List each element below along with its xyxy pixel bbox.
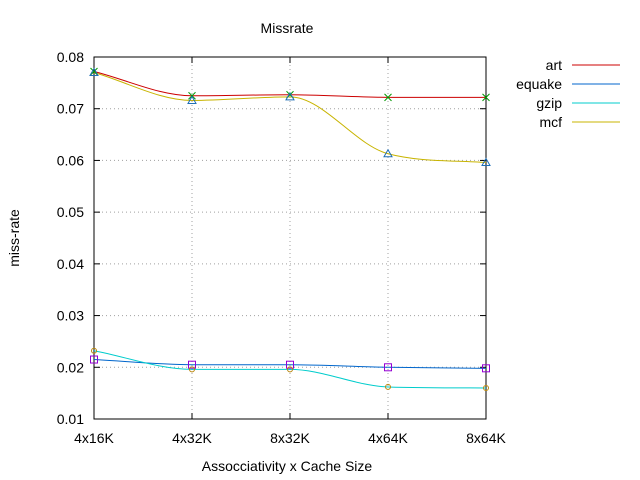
- data-point: [187, 95, 197, 104]
- data-point: [188, 360, 196, 369]
- x-tick-label: 4x32K: [172, 430, 212, 446]
- data-point: [91, 347, 97, 354]
- y-tick-label: 0.02: [57, 359, 84, 375]
- y-axis-label: miss-rate: [6, 209, 22, 267]
- legend-label-equake: equake: [516, 76, 562, 92]
- series-line-mcf: [93, 72, 487, 163]
- data-point: [385, 383, 391, 390]
- y-axis-ticks: 0.01 0.02 0.03 0.04 0.05 0.06 0.07 0.08: [57, 49, 486, 427]
- data-point: [287, 366, 293, 373]
- legend: art equake gzip mcf: [516, 57, 620, 130]
- x-tick-label: 8x64K: [466, 430, 506, 446]
- legend-label-art: art: [546, 57, 562, 73]
- data-point: [89, 67, 99, 77]
- data-point: [286, 360, 294, 369]
- data-point: [189, 366, 195, 373]
- chart-title: Missrate: [261, 20, 314, 36]
- y-tick-label: 0.03: [57, 308, 84, 324]
- series-line-gzip: [93, 350, 487, 389]
- y-tick-label: 0.05: [57, 204, 84, 220]
- data-point: [482, 93, 490, 102]
- x-axis-label: Assocciativity x Cache Size: [202, 458, 373, 474]
- y-tick-label: 0.04: [57, 256, 84, 272]
- x-tick-label: 4x16K: [74, 430, 114, 446]
- y-tick-label: 0.07: [57, 101, 84, 117]
- data-point: [384, 93, 392, 102]
- series-group: [89, 67, 491, 391]
- x-tick-label: 8x32K: [270, 430, 310, 446]
- data-point: [285, 91, 295, 101]
- data-point: [384, 363, 392, 372]
- data-point: [482, 364, 490, 373]
- series-line-equake: [93, 359, 487, 369]
- legend-label-mcf: mcf: [539, 114, 562, 130]
- data-point: [483, 384, 489, 391]
- data-point: [90, 67, 98, 76]
- data-point: [481, 157, 491, 166]
- data-point: [90, 355, 98, 364]
- legend-label-gzip: gzip: [536, 95, 562, 111]
- series-markers-art: [90, 67, 490, 102]
- series-markers-mcf: [89, 67, 491, 166]
- y-tick-label: 0.06: [57, 152, 84, 168]
- x-tick-label: 4x64K: [368, 430, 408, 446]
- series-markers-equake: [90, 355, 490, 373]
- data-point: [383, 148, 393, 158]
- y-tick-label: 0.08: [57, 49, 84, 65]
- series-markers-gzip: [91, 347, 489, 391]
- x-axis-ticks: 4x16K 4x32K 8x32K 4x64K 8x64K: [74, 57, 507, 446]
- y-tick-label: 0.01: [57, 411, 84, 427]
